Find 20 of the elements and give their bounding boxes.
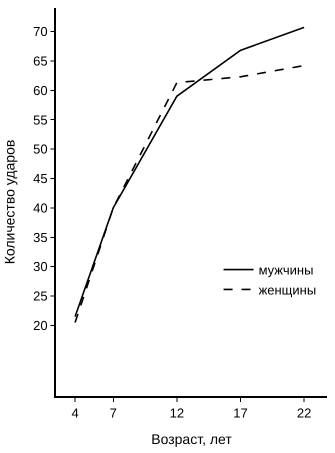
- x-tick-label: 17: [233, 405, 248, 420]
- x-tick-label: 4: [71, 405, 79, 420]
- y-tick-label: 35: [33, 230, 48, 245]
- y-tick-label: 65: [33, 53, 48, 68]
- y-tick-label: 25: [33, 288, 48, 304]
- y-tick-label: 20: [33, 318, 48, 333]
- x-tick-label: 22: [296, 405, 312, 420]
- legend-label: женщины: [258, 282, 316, 298]
- x-tick-label: 12: [170, 405, 184, 420]
- y-tick-label: 70: [33, 24, 48, 40]
- x-axis-title: Возраст, лет: [151, 431, 232, 448]
- legend-label: мужчины: [258, 262, 314, 278]
- y-tick-label: 40: [33, 200, 48, 216]
- y-tick-label: 45: [33, 171, 48, 186]
- y-axis-title: Количество ударов: [1, 140, 18, 264]
- y-tick-label: 55: [33, 112, 48, 128]
- y-tick-label: 30: [33, 259, 48, 274]
- y-tick-label: 50: [33, 142, 48, 157]
- x-tick-label: 7: [110, 405, 117, 420]
- y-tick-label: 60: [33, 82, 48, 98]
